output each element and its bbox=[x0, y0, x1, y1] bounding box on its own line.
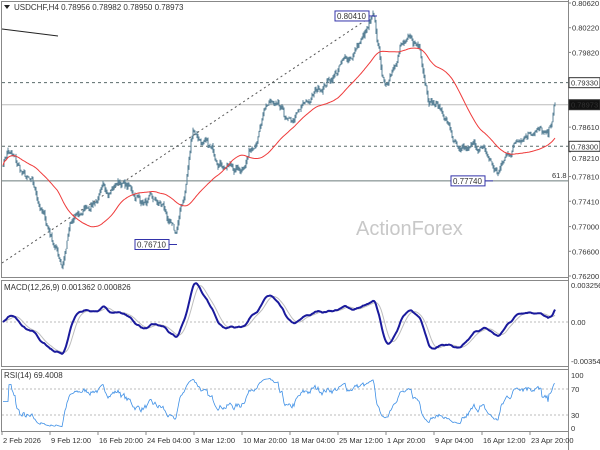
moving-average-line bbox=[2, 47, 556, 228]
rsi-tick: 100 bbox=[571, 371, 584, 380]
main-pane-frame bbox=[1, 1, 569, 278]
time-tick-label: 10 Mar 20:00 bbox=[243, 436, 287, 445]
macd-line bbox=[2, 282, 556, 355]
time-tick-label: 1 Apr 20:00 bbox=[387, 436, 425, 445]
macd-tick: 0.003256 bbox=[571, 281, 600, 290]
price-level-label: 0.78973 bbox=[571, 101, 598, 110]
price-annotation-label: 0.76710 bbox=[137, 241, 166, 250]
rsi-line bbox=[3, 377, 556, 428]
rsi-tick: 0 bbox=[571, 424, 575, 433]
price-tick-label: 0.78210 bbox=[572, 154, 599, 163]
price-tick-label: 0.80620 bbox=[572, 0, 599, 8]
macd-header: MACD(12,26,9) 0.001362 0.000826 bbox=[4, 283, 131, 292]
price-level-box bbox=[568, 99, 600, 111]
time-tick-label: 25 Mar 12:00 bbox=[339, 436, 383, 445]
rsi-tick: 70 bbox=[571, 385, 579, 394]
time-tick-label: 23 Apr 20:00 bbox=[531, 436, 574, 445]
price-level-box bbox=[568, 77, 600, 89]
macd-pane-frame bbox=[1, 280, 569, 367]
time-tick-label: 18 Mar 04:00 bbox=[291, 436, 335, 445]
macd-tick: -0.00354 bbox=[571, 357, 600, 366]
macd-tick: 0.00 bbox=[571, 318, 586, 327]
price-tick-label: 0.78610 bbox=[572, 123, 599, 132]
price-tick-label: 0.80220 bbox=[572, 24, 599, 33]
collapse-triangle-icon[interactable] bbox=[4, 5, 10, 9]
symbol-header: USDCHF,H4 0.78956 0.78982 0.78950 0.7897… bbox=[14, 3, 184, 12]
watermark: ActionForex bbox=[356, 218, 463, 240]
price-annotation-box[interactable] bbox=[450, 175, 486, 187]
time-tick-label: 24 Feb 04:00 bbox=[147, 436, 191, 445]
price-annotation-label: 0.77740 bbox=[453, 177, 482, 186]
price-annotation-box[interactable] bbox=[334, 10, 370, 22]
price-level-label: 0.79330 bbox=[571, 79, 598, 88]
rsi-pane-frame bbox=[1, 369, 569, 432]
time-tick-label: 2 Feb 2026 bbox=[3, 436, 41, 445]
price-tick-label: 0.77000 bbox=[572, 223, 599, 232]
rsi-tick: 30 bbox=[571, 411, 579, 420]
price-tick-label: 0.77410 bbox=[572, 197, 599, 206]
macd-signal-line bbox=[2, 285, 556, 354]
time-tick-label: 9 Apr 04:00 bbox=[435, 436, 473, 445]
price-tick-label: 0.76200 bbox=[572, 272, 599, 281]
trendline[interactable] bbox=[1, 28, 59, 37]
time-tick-label: 9 Feb 12:00 bbox=[51, 436, 91, 445]
price-tick-label: 0.79820 bbox=[572, 48, 599, 57]
fib-trendline[interactable] bbox=[1, 13, 376, 264]
price-level-box bbox=[568, 140, 600, 152]
price-annotation-box[interactable] bbox=[134, 239, 170, 250]
price-annotation-label: 0.80410 bbox=[337, 12, 366, 21]
time-tick-label: 16 Feb 20:00 bbox=[99, 436, 143, 445]
price-tick-label: 0.77810 bbox=[572, 173, 599, 182]
time-tick-label: 16 Apr 12:00 bbox=[483, 436, 526, 445]
fib-level-label: 61.8 bbox=[552, 171, 567, 180]
rsi-header: RSI(14) 69.4008 bbox=[4, 371, 63, 380]
price-level-label: 0.78300 bbox=[571, 142, 598, 151]
time-tick-label: 3 Mar 12:00 bbox=[195, 436, 235, 445]
price-tick-label: 0.76600 bbox=[572, 247, 599, 256]
